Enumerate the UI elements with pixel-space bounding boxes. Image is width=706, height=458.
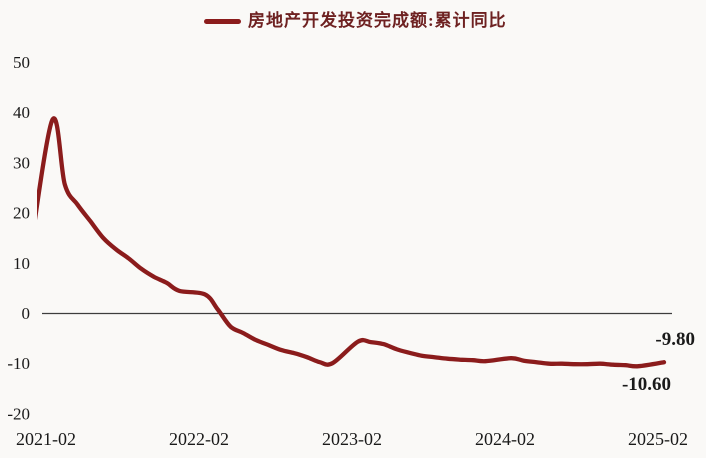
legend-line-swatch xyxy=(204,18,241,24)
y-axis-tick-label: 50 xyxy=(13,53,30,72)
series-line xyxy=(37,116,667,369)
y-axis-tick-label: 30 xyxy=(13,153,30,172)
x-axis-tick-label: 2025-02 xyxy=(628,429,688,449)
chart-legend: 房地产开发投资完成额:累计同比 xyxy=(204,10,507,32)
data-point-label: -10.60 xyxy=(622,374,671,395)
x-axis-tick-label: 2022-02 xyxy=(169,429,229,449)
x-axis-tick-label: 2021-02 xyxy=(16,429,76,449)
y-axis-tick-label: -10 xyxy=(7,354,30,373)
x-axis-tick-label: 2024-02 xyxy=(475,429,535,449)
data-point-label: -9.80 xyxy=(655,329,695,350)
y-axis-tick-label: 40 xyxy=(13,103,30,122)
y-axis-tick-label: 10 xyxy=(13,254,30,273)
legend-label: 房地产开发投资完成额:累计同比 xyxy=(248,11,507,30)
y-axis-tick-label: 20 xyxy=(13,204,30,223)
x-axis-tick-label: 2023-02 xyxy=(322,429,382,449)
y-axis-tick-label: -20 xyxy=(7,404,30,423)
y-axis-tick-label: 0 xyxy=(22,304,31,323)
